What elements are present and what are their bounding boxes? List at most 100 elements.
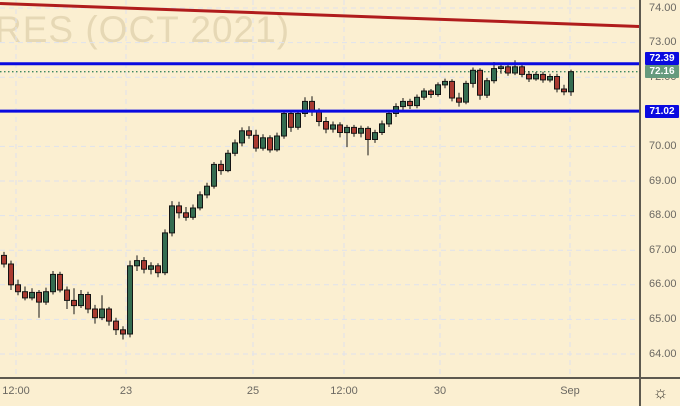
candle-body xyxy=(323,121,329,130)
candle-body xyxy=(477,69,483,96)
price-tick-label: 73.00 xyxy=(649,36,677,49)
candle-body xyxy=(414,96,420,107)
candle-body xyxy=(29,291,35,299)
candle-body xyxy=(197,194,203,209)
time-tick-label: 25 xyxy=(246,385,260,397)
candle-body xyxy=(148,265,154,270)
price-tick-label: 69.00 xyxy=(649,174,677,187)
candle-body xyxy=(274,135,280,151)
candle-body xyxy=(204,185,210,196)
candle-body xyxy=(281,113,287,137)
candle-body xyxy=(43,291,49,303)
axis-corner: ☼ xyxy=(641,379,680,406)
candle-body xyxy=(379,123,385,134)
candle-body xyxy=(50,273,56,293)
candle-body xyxy=(463,82,469,103)
candlestick-chart[interactable] xyxy=(0,0,640,378)
price-tick-label: 70.00 xyxy=(649,139,677,152)
candle-body xyxy=(386,113,392,125)
time-axis[interactable]: 12:00 23 25 12:00 30 Sep xyxy=(0,377,680,406)
candle-body xyxy=(533,73,539,80)
candle-body xyxy=(470,69,476,84)
candle-body xyxy=(295,113,301,128)
candle-body xyxy=(407,100,413,107)
candle-body xyxy=(176,205,182,214)
candle-body xyxy=(554,76,560,90)
candle-body xyxy=(57,273,63,291)
candle-body xyxy=(505,66,511,74)
candle-body xyxy=(561,88,567,93)
candle-body xyxy=(358,127,364,134)
candle-body xyxy=(253,134,259,149)
candle-body xyxy=(78,294,84,307)
price-level-badge: 72.39 xyxy=(645,52,679,66)
instrument-watermark: RES (OCT 2021) xyxy=(0,9,291,50)
candle-body xyxy=(15,284,21,293)
candle-body xyxy=(92,308,98,319)
candle-body xyxy=(183,212,189,218)
candle-body xyxy=(442,80,448,86)
descending-red-trendline[interactable] xyxy=(0,2,640,28)
candle-body xyxy=(491,68,497,82)
time-tick-label: 23 xyxy=(119,385,133,397)
chart-plot-area[interactable]: RES (OCT 2021) xyxy=(0,0,640,378)
candle-body xyxy=(71,299,77,307)
candle-body xyxy=(519,66,525,75)
candle-body xyxy=(260,137,266,149)
candle-body xyxy=(22,291,28,299)
candle-body xyxy=(190,207,196,218)
price-tick-label: 64.00 xyxy=(649,347,677,360)
time-tick-label: 30 xyxy=(433,385,447,397)
candle-body xyxy=(36,291,42,303)
candle-body xyxy=(456,97,462,103)
price-tick-label: 74.00 xyxy=(649,1,677,14)
candle-body xyxy=(547,76,553,81)
candle-body xyxy=(316,111,322,123)
candle-body xyxy=(85,294,91,310)
candle-body xyxy=(64,289,70,301)
candle-body xyxy=(267,137,273,151)
time-tick-label: Sep xyxy=(560,385,580,397)
candle-body xyxy=(239,130,245,144)
candle-body xyxy=(155,265,161,274)
settings-gear-icon[interactable]: ☼ xyxy=(652,383,669,402)
price-tick-label: 66.00 xyxy=(649,278,677,291)
price-level-badge: 71.02 xyxy=(645,104,679,118)
time-tick-label: 12:00 xyxy=(330,385,358,397)
candle-body xyxy=(365,127,371,140)
candle-body xyxy=(302,100,308,115)
candle-body xyxy=(120,329,126,335)
candle-body xyxy=(134,260,140,267)
candle-body xyxy=(246,130,252,136)
candle-body xyxy=(344,126,350,134)
candle-body xyxy=(127,265,133,335)
candle-body xyxy=(400,100,406,108)
candle-body xyxy=(337,124,343,134)
candle-body xyxy=(218,163,224,172)
candle-body xyxy=(232,142,238,154)
candle-body xyxy=(169,205,175,234)
time-tick-label: 12:00 xyxy=(2,385,30,397)
candle-body xyxy=(106,308,112,322)
price-tick-label: 65.00 xyxy=(649,312,677,325)
candle-body xyxy=(99,308,105,319)
candle-body xyxy=(421,90,427,98)
candle-body xyxy=(512,66,518,74)
candle-body xyxy=(225,152,231,172)
price-axis[interactable]: 74.0073.0072.0071.0070.0069.0068.0067.00… xyxy=(639,0,680,406)
candle-body xyxy=(484,80,490,96)
price-level-badge: 72.16 xyxy=(645,65,679,79)
candle-body xyxy=(449,80,455,99)
candle-body xyxy=(372,132,378,141)
candle-body xyxy=(8,263,14,286)
candle-body xyxy=(141,260,147,270)
price-tick-label: 68.00 xyxy=(649,209,677,222)
candle-body xyxy=(113,320,119,331)
candle-body xyxy=(498,66,504,70)
candle-body xyxy=(330,124,336,130)
candle-body xyxy=(540,73,546,81)
candle-body xyxy=(568,71,574,93)
price-tick-label: 67.00 xyxy=(649,243,677,256)
candle-body xyxy=(211,163,217,187)
